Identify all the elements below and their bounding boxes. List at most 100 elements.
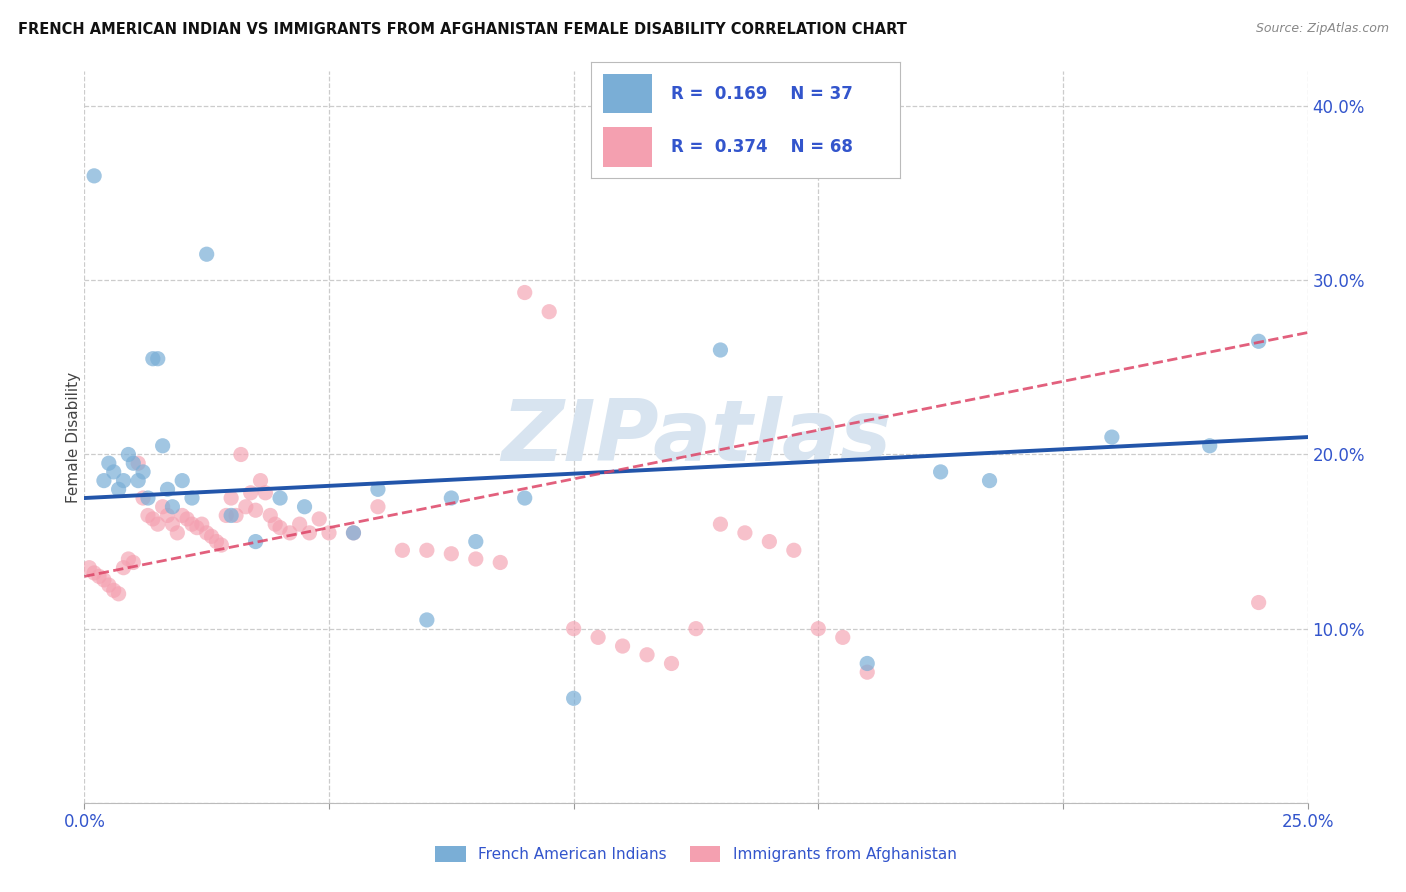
Point [513, 285, 536, 300]
Point [200, 529, 222, 543]
Point [254, 485, 277, 500]
Y-axis label: Female Disability: Female Disability [66, 371, 80, 503]
Point [685, 622, 707, 636]
Point [562, 691, 585, 706]
Point [127, 474, 149, 488]
Point [235, 500, 257, 514]
Point [172, 508, 194, 523]
Point [269, 491, 291, 505]
Point [107, 483, 129, 497]
Point [245, 534, 267, 549]
Point [146, 517, 169, 532]
Point [156, 483, 179, 497]
Point [308, 512, 330, 526]
Point [136, 508, 159, 523]
Point [142, 512, 165, 526]
Point [856, 665, 879, 680]
Point [342, 525, 364, 540]
Point [1247, 595, 1270, 609]
Point [278, 525, 301, 540]
Point [416, 613, 439, 627]
Point [103, 465, 125, 479]
Point [416, 543, 439, 558]
Point [142, 351, 165, 366]
Point [709, 343, 731, 357]
Point [93, 474, 115, 488]
Point [122, 556, 145, 570]
Point [391, 543, 413, 558]
Point [195, 525, 218, 540]
Point [219, 508, 242, 523]
Point [294, 500, 316, 514]
Point [264, 517, 287, 532]
Point [132, 491, 155, 505]
Point [97, 578, 120, 592]
Point [152, 500, 174, 514]
Point [1247, 334, 1270, 349]
Point [132, 465, 155, 479]
Point [367, 483, 389, 497]
Point [239, 485, 262, 500]
Point [612, 639, 634, 653]
Point [513, 491, 536, 505]
Point [215, 508, 238, 523]
Point [152, 439, 174, 453]
Text: ZIPatlas: ZIPatlas [501, 395, 891, 479]
Point [538, 304, 561, 318]
Point [117, 552, 139, 566]
Point [83, 169, 105, 183]
Point [112, 560, 135, 574]
Point [831, 631, 853, 645]
Point [77, 560, 100, 574]
Point [195, 247, 218, 261]
Point [318, 525, 340, 540]
FancyBboxPatch shape [603, 128, 652, 167]
Point [87, 569, 110, 583]
Point [929, 465, 952, 479]
Point [225, 508, 247, 523]
Point [440, 491, 463, 505]
FancyBboxPatch shape [603, 74, 652, 113]
Point [979, 474, 1001, 488]
Point [367, 500, 389, 514]
Point [758, 534, 780, 549]
Point [1198, 439, 1220, 453]
Point [734, 525, 756, 540]
Point [562, 622, 585, 636]
Text: Source: ZipAtlas.com: Source: ZipAtlas.com [1256, 22, 1389, 36]
Point [205, 534, 228, 549]
Point [661, 657, 683, 671]
Point [807, 622, 830, 636]
Point [162, 500, 184, 514]
Point [186, 521, 208, 535]
Point [288, 517, 311, 532]
Point [1101, 430, 1123, 444]
Point [122, 456, 145, 470]
Point [181, 491, 204, 505]
Point [219, 491, 242, 505]
Point [166, 525, 188, 540]
Point [97, 456, 120, 470]
Point [191, 517, 214, 532]
Point [112, 474, 135, 488]
Point [586, 631, 609, 645]
Point [245, 503, 267, 517]
Point [107, 587, 129, 601]
Point [298, 525, 321, 540]
Point [856, 657, 879, 671]
Text: R =  0.169    N = 37: R = 0.169 N = 37 [671, 85, 853, 103]
Point [489, 556, 512, 570]
Point [117, 448, 139, 462]
Point [172, 474, 194, 488]
Point [181, 517, 204, 532]
Point [93, 573, 115, 587]
Text: R =  0.374    N = 68: R = 0.374 N = 68 [671, 138, 853, 156]
Point [162, 517, 184, 532]
Point [783, 543, 806, 558]
Point [636, 648, 658, 662]
Point [269, 521, 291, 535]
Point [229, 448, 252, 462]
Point [83, 566, 105, 580]
Point [709, 517, 731, 532]
Point [440, 547, 463, 561]
